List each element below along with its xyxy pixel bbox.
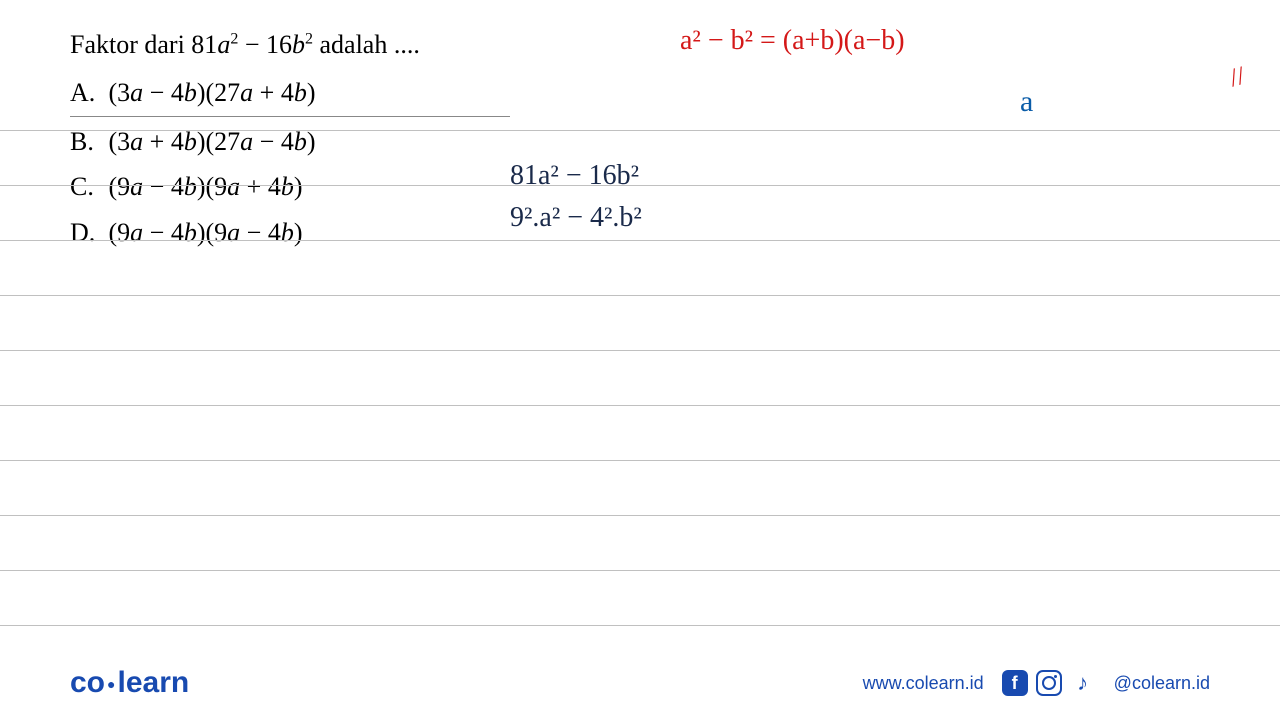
footer: co●learn www.colearn.id f ♪ @colearn.id [0, 666, 1280, 700]
logo-dot-icon: ● [107, 676, 115, 692]
facebook-icon[interactable]: f [1002, 670, 1028, 696]
working-line-2: 9².a² − 4².b² [510, 197, 642, 239]
question-suffix: adalah .... [313, 30, 420, 59]
brand-logo: co●learn [70, 666, 189, 700]
question-var-b: b [292, 30, 305, 59]
social-handle: @colearn.id [1114, 673, 1210, 694]
logo-part-2: learn [117, 666, 189, 699]
tiktok-icon[interactable]: ♪ [1070, 670, 1096, 696]
website-link[interactable]: www.colearn.id [863, 673, 984, 694]
footer-right: www.colearn.id f ♪ @colearn.id [863, 670, 1210, 696]
option-a-text: (3a − 4b)(27a + 4b) [109, 78, 316, 107]
instagram-icon[interactable] [1036, 670, 1062, 696]
question-var-a: a [217, 30, 230, 59]
logo-part-1: co [70, 666, 105, 699]
handwritten-formula: a² − b² = (a+b)(a−b) [680, 25, 905, 57]
handwritten-workings: 81a² − 16b² 9².a² − 4².b² [510, 155, 642, 239]
social-icons: f ♪ [1002, 670, 1096, 696]
option-a: A. (3a − 4b)(27a + 4b) [70, 72, 510, 117]
question-mid: − 16 [238, 30, 292, 59]
option-a-label: A. [70, 72, 102, 114]
working-line-1: 81a² − 16b² [510, 155, 642, 197]
handwritten-blue-a: a [1020, 85, 1033, 119]
question-prefix: Faktor dari 81 [70, 30, 217, 59]
question-text: Faktor dari 81a2 − 16b2 adalah .... [70, 30, 1210, 60]
